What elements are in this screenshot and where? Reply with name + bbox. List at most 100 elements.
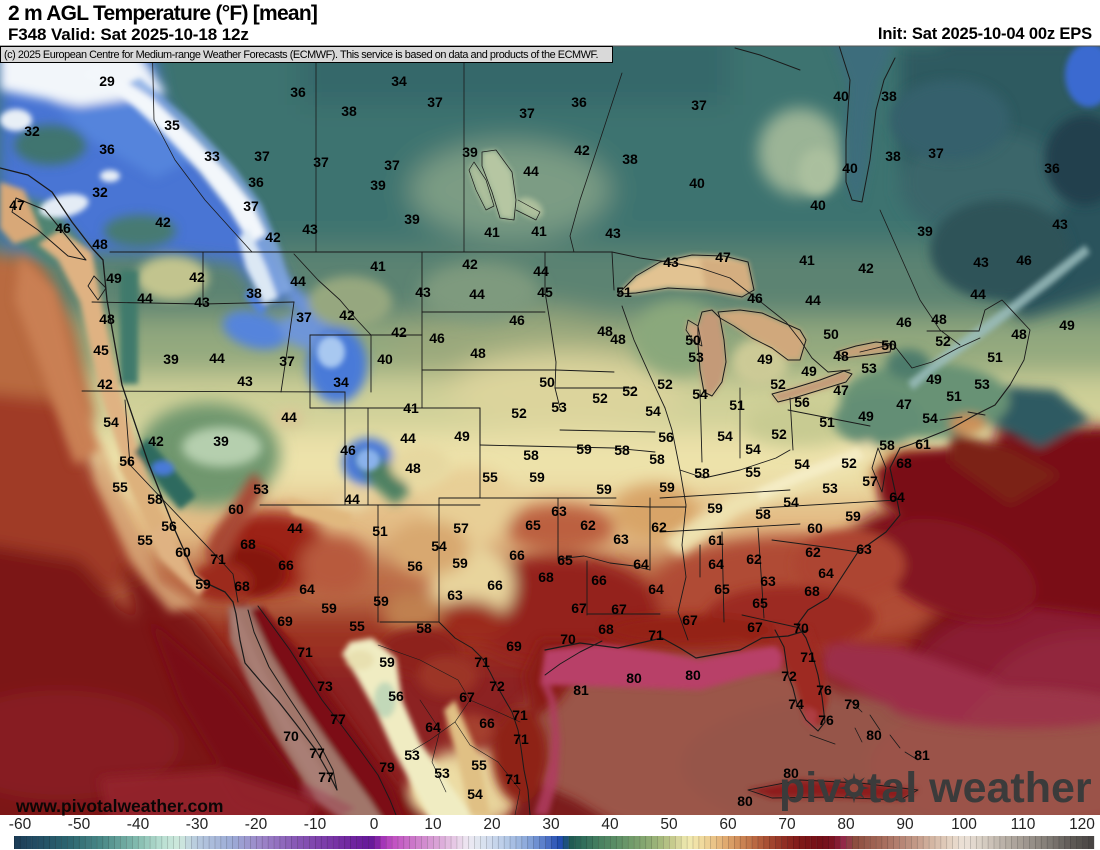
svg-text:39: 39 bbox=[163, 351, 179, 367]
svg-text:66: 66 bbox=[487, 577, 503, 593]
svg-text:53: 53 bbox=[822, 480, 838, 496]
svg-text:63: 63 bbox=[760, 573, 776, 589]
svg-text:43: 43 bbox=[973, 254, 989, 270]
svg-text:37: 37 bbox=[384, 157, 400, 173]
svg-text:52: 52 bbox=[841, 455, 857, 471]
svg-text:80: 80 bbox=[866, 727, 882, 743]
svg-text:67: 67 bbox=[747, 619, 763, 635]
svg-text:65: 65 bbox=[557, 552, 573, 568]
svg-text:68: 68 bbox=[234, 578, 250, 594]
svg-text:32: 32 bbox=[92, 184, 108, 200]
svg-text:44: 44 bbox=[290, 273, 306, 289]
svg-text:69: 69 bbox=[506, 638, 522, 654]
svg-text:51: 51 bbox=[987, 349, 1003, 365]
svg-text:100: 100 bbox=[951, 816, 977, 833]
svg-text:34: 34 bbox=[391, 73, 407, 89]
svg-text:39: 39 bbox=[213, 433, 229, 449]
svg-text:50: 50 bbox=[823, 326, 839, 342]
svg-text:71: 71 bbox=[505, 771, 521, 787]
svg-text:80: 80 bbox=[685, 667, 701, 683]
svg-text:67: 67 bbox=[611, 601, 627, 617]
svg-text:66: 66 bbox=[479, 715, 495, 731]
svg-text:46: 46 bbox=[509, 312, 525, 328]
svg-text:44: 44 bbox=[970, 286, 986, 302]
svg-text:38: 38 bbox=[622, 151, 638, 167]
svg-text:55: 55 bbox=[471, 757, 487, 773]
svg-text:71: 71 bbox=[210, 551, 226, 567]
svg-text:42: 42 bbox=[97, 376, 113, 392]
svg-text:55: 55 bbox=[112, 479, 128, 495]
svg-text:50: 50 bbox=[881, 337, 897, 353]
svg-text:52: 52 bbox=[622, 383, 638, 399]
svg-text:48: 48 bbox=[99, 311, 115, 327]
svg-text:60: 60 bbox=[228, 501, 244, 517]
svg-text:54: 54 bbox=[745, 441, 761, 457]
svg-text:52: 52 bbox=[771, 426, 787, 442]
svg-text:56: 56 bbox=[658, 429, 674, 445]
svg-text:37: 37 bbox=[691, 97, 707, 113]
svg-text:62: 62 bbox=[651, 519, 667, 535]
svg-text:54: 54 bbox=[645, 403, 661, 419]
svg-text:-10: -10 bbox=[304, 816, 327, 833]
svg-text:52: 52 bbox=[592, 390, 608, 406]
svg-text:53: 53 bbox=[688, 349, 704, 365]
svg-text:54: 54 bbox=[467, 786, 483, 802]
svg-text:-60: -60 bbox=[9, 816, 32, 833]
svg-text:77: 77 bbox=[318, 769, 334, 785]
svg-text:www.pivotalweather.com: www.pivotalweather.com bbox=[15, 796, 223, 816]
svg-text:36: 36 bbox=[99, 141, 115, 157]
svg-text:37: 37 bbox=[519, 105, 535, 121]
svg-text:68: 68 bbox=[804, 583, 820, 599]
svg-text:47: 47 bbox=[833, 382, 849, 398]
svg-text:39: 39 bbox=[462, 144, 478, 160]
svg-text:72: 72 bbox=[489, 678, 505, 694]
svg-text:81: 81 bbox=[914, 747, 930, 763]
svg-text:61: 61 bbox=[915, 436, 931, 452]
svg-text:48: 48 bbox=[405, 460, 421, 476]
svg-text:67: 67 bbox=[682, 612, 698, 628]
svg-text:48: 48 bbox=[1011, 326, 1027, 342]
svg-text:47: 47 bbox=[896, 396, 912, 412]
svg-text:59: 59 bbox=[707, 500, 723, 516]
svg-text:10: 10 bbox=[424, 816, 442, 833]
svg-text:71: 71 bbox=[474, 654, 490, 670]
svg-text:41: 41 bbox=[403, 400, 419, 416]
svg-text:48: 48 bbox=[597, 323, 613, 339]
svg-text:51: 51 bbox=[819, 414, 835, 430]
svg-text:59: 59 bbox=[529, 469, 545, 485]
svg-text:80: 80 bbox=[837, 816, 855, 833]
svg-text:51: 51 bbox=[946, 388, 962, 404]
svg-text:49: 49 bbox=[757, 351, 773, 367]
svg-text:53: 53 bbox=[404, 747, 420, 763]
svg-text:66: 66 bbox=[591, 572, 607, 588]
svg-text:44: 44 bbox=[344, 491, 360, 507]
svg-text:60: 60 bbox=[807, 520, 823, 536]
svg-text:53: 53 bbox=[974, 376, 990, 392]
svg-text:57: 57 bbox=[862, 473, 878, 489]
svg-text:43: 43 bbox=[194, 294, 210, 310]
svg-text:53: 53 bbox=[434, 765, 450, 781]
svg-text:47: 47 bbox=[9, 197, 25, 213]
svg-text:80: 80 bbox=[626, 670, 642, 686]
svg-text:71: 71 bbox=[297, 644, 313, 660]
svg-text:79: 79 bbox=[379, 759, 395, 775]
svg-text:59: 59 bbox=[195, 576, 211, 592]
svg-text:59: 59 bbox=[845, 508, 861, 524]
svg-text:55: 55 bbox=[482, 469, 498, 485]
svg-text:58: 58 bbox=[416, 620, 432, 636]
svg-text:56: 56 bbox=[161, 518, 177, 534]
svg-text:48: 48 bbox=[931, 311, 947, 327]
svg-text:52: 52 bbox=[935, 333, 951, 349]
svg-text:42: 42 bbox=[148, 433, 164, 449]
svg-text:41: 41 bbox=[370, 258, 386, 274]
svg-text:70: 70 bbox=[778, 816, 796, 833]
svg-text:39: 39 bbox=[917, 223, 933, 239]
svg-text:70: 70 bbox=[793, 620, 809, 636]
svg-text:44: 44 bbox=[523, 163, 539, 179]
svg-text:64: 64 bbox=[818, 565, 834, 581]
svg-text:35: 35 bbox=[164, 117, 180, 133]
svg-text:38: 38 bbox=[881, 88, 897, 104]
svg-text:37: 37 bbox=[928, 145, 944, 161]
svg-text:38: 38 bbox=[885, 148, 901, 164]
svg-text:62: 62 bbox=[746, 551, 762, 567]
